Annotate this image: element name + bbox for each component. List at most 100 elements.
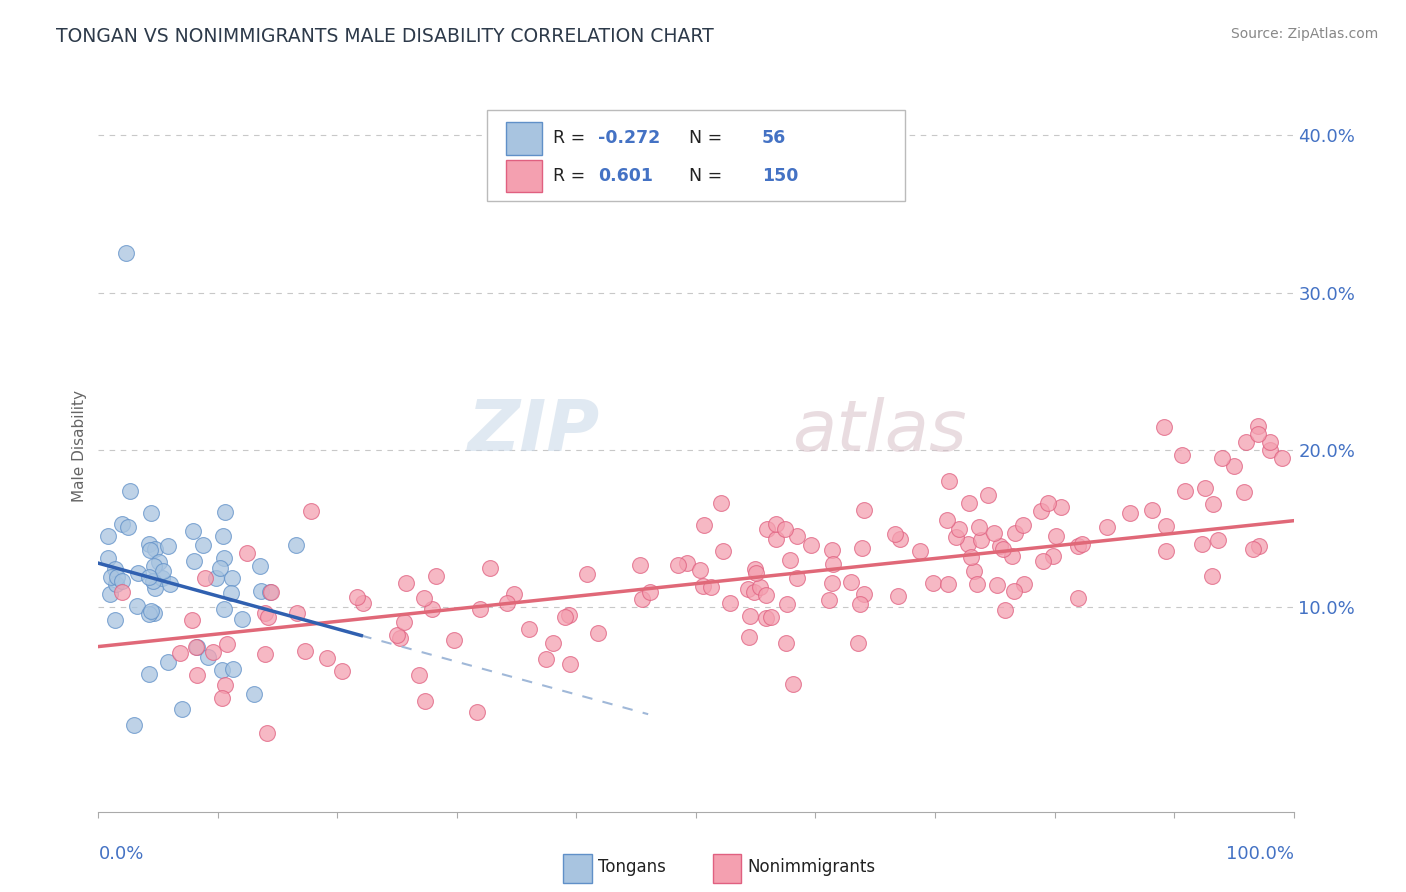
- Point: [692, 579, 714, 593]
- Point: [214, 678, 236, 692]
- Point: [1038, 495, 1060, 509]
- Point: [425, 569, 447, 583]
- Point: [415, 694, 437, 708]
- Text: TONGAN VS NONIMMIGRANTS MALE DISABILITY CORRELATION CHART: TONGAN VS NONIMMIGRANTS MALE DISABILITY …: [56, 27, 714, 45]
- Point: [142, 574, 165, 589]
- Point: [889, 532, 911, 546]
- Point: [1012, 577, 1035, 591]
- Point: [142, 558, 165, 573]
- Point: [212, 551, 235, 566]
- Text: Source: ZipAtlas.com: Source: ZipAtlas.com: [1230, 27, 1378, 41]
- Point: [991, 541, 1014, 556]
- Point: [1174, 484, 1197, 499]
- Point: [470, 602, 492, 616]
- Point: [257, 609, 280, 624]
- Y-axis label: Male Disability: Male Disability: [72, 390, 87, 502]
- Point: [389, 631, 412, 645]
- Point: [202, 645, 225, 659]
- Point: [214, 505, 236, 519]
- Point: [138, 536, 160, 550]
- Point: [922, 576, 945, 591]
- Point: [346, 591, 368, 605]
- Point: [1233, 484, 1256, 499]
- Point: [115, 246, 138, 260]
- Point: [105, 577, 128, 591]
- Point: [1241, 542, 1264, 557]
- Point: [249, 559, 271, 574]
- Point: [718, 596, 741, 610]
- Point: [143, 542, 166, 557]
- Point: [231, 612, 253, 626]
- Text: Nonimmigrants: Nonimmigrants: [748, 857, 876, 876]
- Point: [755, 522, 778, 536]
- Point: [478, 561, 501, 575]
- Point: [938, 474, 960, 488]
- Text: R =: R =: [553, 168, 596, 186]
- Point: [1012, 517, 1035, 532]
- Point: [543, 635, 565, 649]
- Point: [765, 516, 787, 531]
- Point: [395, 576, 418, 591]
- Point: [1032, 554, 1054, 568]
- Point: [236, 546, 259, 560]
- Point: [759, 610, 782, 624]
- Point: [352, 596, 374, 610]
- Point: [983, 526, 1005, 541]
- Point: [1222, 458, 1246, 473]
- Point: [138, 607, 160, 621]
- Point: [98, 586, 121, 600]
- FancyBboxPatch shape: [564, 855, 592, 883]
- Point: [138, 542, 160, 557]
- Point: [143, 582, 166, 596]
- Point: [1004, 526, 1026, 541]
- Point: [1171, 448, 1194, 462]
- Point: [159, 577, 181, 591]
- Point: [988, 539, 1011, 553]
- Point: [211, 691, 233, 706]
- Point: [986, 577, 1008, 591]
- FancyBboxPatch shape: [713, 855, 741, 883]
- Point: [503, 587, 526, 601]
- Point: [1271, 450, 1294, 465]
- Point: [138, 570, 160, 584]
- Point: [776, 597, 799, 611]
- Point: [186, 668, 208, 682]
- Point: [554, 610, 576, 624]
- Point: [782, 676, 804, 690]
- Point: [299, 504, 322, 518]
- Point: [186, 640, 208, 655]
- Point: [738, 630, 761, 644]
- Point: [1045, 529, 1067, 543]
- Point: [1067, 591, 1090, 605]
- Point: [294, 644, 316, 658]
- Text: R =: R =: [553, 129, 591, 147]
- Point: [152, 564, 174, 578]
- Point: [1234, 435, 1257, 450]
- Point: [156, 655, 179, 669]
- Point: [104, 613, 127, 627]
- Point: [496, 596, 519, 610]
- Point: [156, 539, 179, 553]
- Point: [558, 607, 581, 622]
- Point: [786, 529, 808, 543]
- Point: [215, 637, 238, 651]
- Point: [197, 650, 219, 665]
- Point: [1156, 543, 1178, 558]
- Point: [169, 646, 191, 660]
- Point: [392, 615, 415, 630]
- Point: [253, 648, 276, 662]
- Point: [945, 530, 967, 544]
- Point: [775, 522, 797, 536]
- Point: [628, 558, 651, 572]
- Text: 0.0%: 0.0%: [98, 846, 143, 863]
- Point: [818, 593, 841, 607]
- Point: [737, 582, 759, 596]
- Text: ZIP: ZIP: [468, 397, 600, 466]
- Point: [693, 518, 716, 533]
- Point: [1050, 500, 1073, 514]
- Point: [849, 597, 872, 611]
- Point: [285, 606, 308, 620]
- Point: [1246, 419, 1268, 434]
- Point: [1067, 539, 1090, 553]
- Point: [560, 657, 582, 672]
